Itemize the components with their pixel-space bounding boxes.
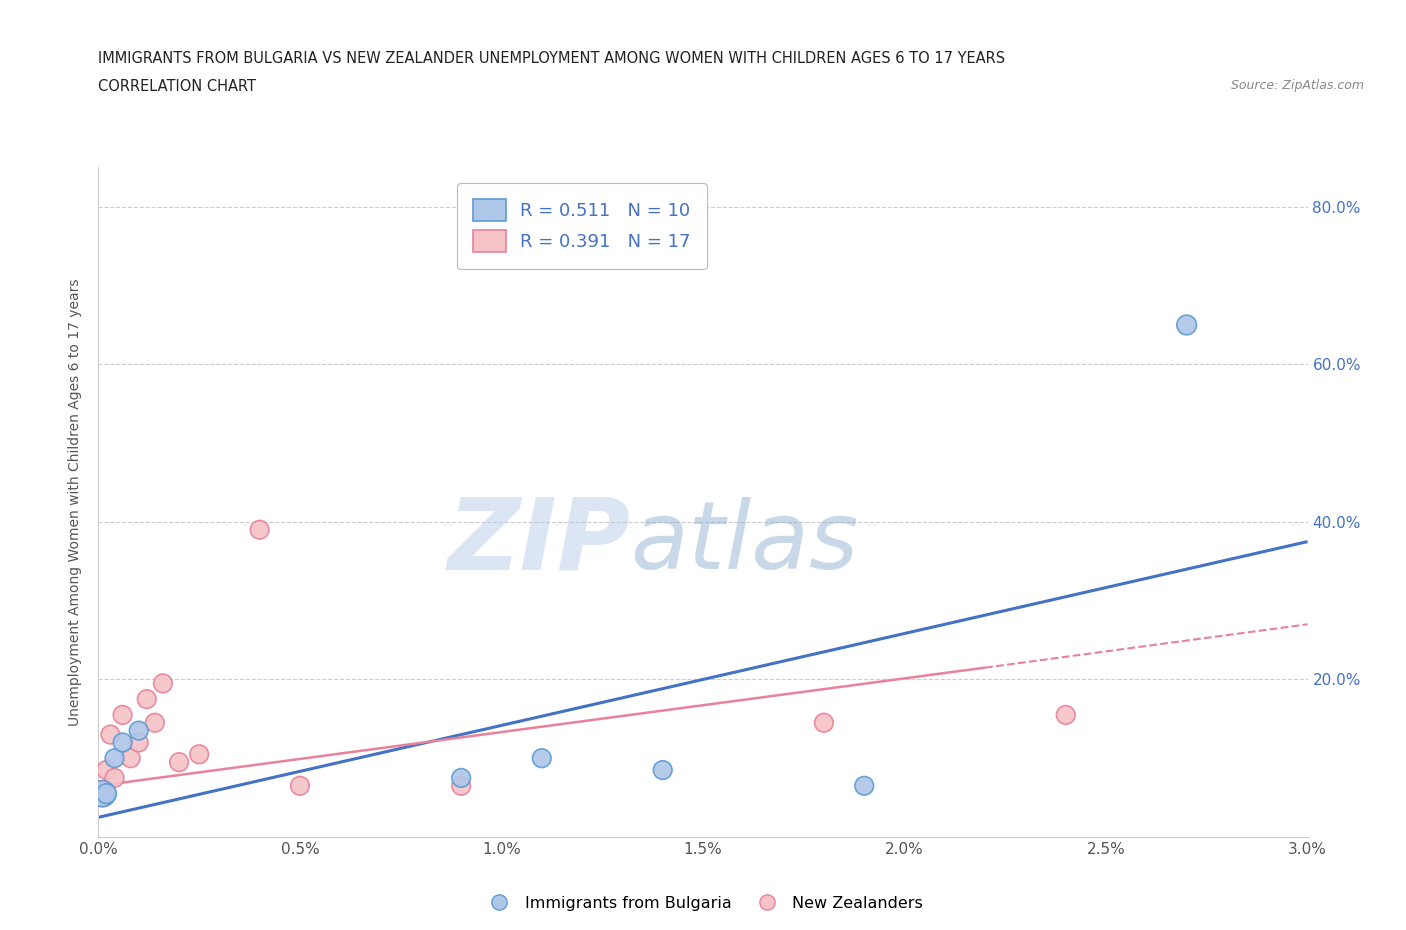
Point: [96, 763, 118, 777]
Y-axis label: Unemployment Among Women with Children Ages 6 to 17 years: Unemployment Among Women with Children A…: [69, 278, 83, 726]
Point: [120, 751, 142, 765]
Point: [103, 751, 125, 765]
Point: [1054, 708, 1077, 723]
Point: [188, 747, 211, 762]
Point: [1175, 317, 1198, 332]
Point: [96, 786, 118, 801]
Point: [143, 715, 166, 730]
Legend: R = 0.511   N = 10, R = 0.391   N = 17: R = 0.511 N = 10, R = 0.391 N = 17: [457, 183, 707, 269]
Point: [651, 763, 673, 777]
Point: [530, 751, 553, 765]
Point: [288, 778, 311, 793]
Point: [111, 735, 134, 750]
Point: [103, 770, 125, 785]
Point: [91, 786, 114, 801]
Point: [167, 755, 190, 770]
Text: CORRELATION CHART: CORRELATION CHART: [98, 79, 256, 94]
Point: [100, 727, 122, 742]
Point: [450, 778, 472, 793]
Point: [128, 735, 150, 750]
Point: [91, 786, 114, 801]
Point: [111, 708, 134, 723]
Point: [853, 778, 876, 793]
Point: [135, 692, 157, 707]
Point: [450, 770, 472, 785]
Text: ZIP: ZIP: [447, 494, 630, 591]
Point: [813, 715, 835, 730]
Point: [249, 523, 271, 538]
Text: Source: ZipAtlas.com: Source: ZipAtlas.com: [1230, 79, 1364, 92]
Text: IMMIGRANTS FROM BULGARIA VS NEW ZEALANDER UNEMPLOYMENT AMONG WOMEN WITH CHILDREN: IMMIGRANTS FROM BULGARIA VS NEW ZEALANDE…: [98, 51, 1005, 66]
Text: atlas: atlas: [630, 497, 859, 588]
Point: [152, 676, 174, 691]
Point: [128, 724, 150, 738]
Legend: Immigrants from Bulgaria, New Zealanders: Immigrants from Bulgaria, New Zealanders: [477, 890, 929, 917]
